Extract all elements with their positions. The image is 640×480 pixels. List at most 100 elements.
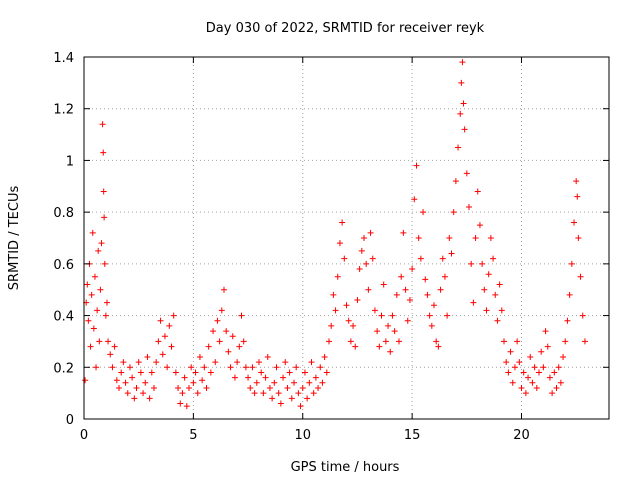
data-point-marker bbox=[142, 379, 149, 386]
x-tick-label: 10 bbox=[294, 428, 311, 443]
plot-frame bbox=[83, 56, 610, 420]
data-point-marker bbox=[240, 338, 247, 345]
data-point-marker bbox=[144, 353, 151, 360]
data-point-marker bbox=[560, 353, 567, 360]
data-point-marker bbox=[245, 374, 252, 381]
data-point-marker bbox=[151, 384, 157, 391]
data-point-marker bbox=[312, 374, 319, 381]
data-point-marker bbox=[172, 369, 179, 376]
data-point-marker bbox=[431, 302, 437, 309]
data-point-marker bbox=[146, 395, 153, 402]
data-point-marker bbox=[201, 364, 208, 371]
y-tick-label: 0.2 bbox=[53, 361, 74, 376]
data-point-marker bbox=[400, 229, 407, 236]
data-point-marker bbox=[102, 312, 109, 319]
data-point-marker bbox=[483, 307, 490, 314]
data-point-marker bbox=[461, 126, 468, 133]
data-point-marker bbox=[441, 273, 448, 280]
data-markers bbox=[82, 59, 588, 410]
data-point-marker bbox=[538, 348, 545, 355]
data-point-marker bbox=[439, 255, 446, 262]
data-point-marker bbox=[374, 328, 381, 335]
x-axis-label: GPS time / hours bbox=[291, 460, 400, 475]
data-point-marker bbox=[183, 403, 190, 410]
data-point-marker bbox=[264, 353, 271, 360]
x-tick-label: 15 bbox=[404, 428, 421, 443]
data-point-marker bbox=[277, 400, 284, 407]
data-point-marker bbox=[168, 343, 175, 350]
data-point-marker bbox=[437, 286, 444, 293]
data-point-marker bbox=[468, 260, 475, 267]
data-point-marker bbox=[564, 317, 571, 324]
data-point-marker bbox=[553, 384, 560, 391]
data-point-marker bbox=[100, 149, 107, 156]
data-point-marker bbox=[153, 359, 160, 366]
data-point-marker bbox=[82, 377, 89, 384]
data-point-marker bbox=[579, 312, 586, 319]
data-point-marker bbox=[269, 395, 276, 402]
data-point-marker bbox=[581, 338, 588, 345]
data-point-marker bbox=[85, 317, 92, 324]
data-point-marker bbox=[205, 343, 212, 350]
data-point-marker bbox=[577, 273, 584, 280]
data-point-marker bbox=[369, 255, 376, 262]
data-point-marker bbox=[251, 390, 258, 397]
data-point-marker bbox=[301, 369, 308, 376]
data-point-marker bbox=[207, 369, 214, 376]
data-point-marker bbox=[299, 384, 306, 391]
data-point-marker bbox=[166, 322, 173, 329]
data-point-marker bbox=[234, 359, 241, 366]
data-point-marker bbox=[358, 247, 365, 254]
data-point-marker bbox=[533, 384, 540, 391]
data-point-marker bbox=[129, 374, 136, 381]
data-point-marker bbox=[96, 338, 103, 345]
data-point-marker bbox=[93, 364, 100, 371]
data-point-marker bbox=[273, 364, 280, 371]
data-point-marker bbox=[406, 297, 413, 304]
data-point-marker bbox=[99, 121, 106, 128]
data-point-marker bbox=[354, 297, 361, 304]
y-tick-label: 0.4 bbox=[53, 310, 74, 325]
data-point-marker bbox=[446, 235, 453, 241]
data-point-marker bbox=[382, 338, 389, 345]
data-point-marker bbox=[148, 369, 155, 376]
data-point-marker bbox=[385, 322, 392, 329]
data-point-marker bbox=[376, 343, 383, 350]
data-point-marker bbox=[101, 260, 108, 267]
data-point-marker bbox=[424, 291, 431, 298]
data-point-marker bbox=[562, 338, 569, 345]
data-point-marker bbox=[452, 178, 459, 185]
y-tick-label: 0.6 bbox=[53, 258, 74, 273]
data-point-marker bbox=[501, 338, 507, 345]
data-point-marker bbox=[389, 312, 396, 319]
data-point-marker bbox=[286, 369, 293, 376]
data-point-marker bbox=[179, 390, 186, 397]
data-point-marker bbox=[542, 328, 549, 335]
data-point-marker bbox=[428, 322, 435, 329]
data-point-marker bbox=[137, 369, 144, 376]
data-point-marker bbox=[122, 379, 129, 386]
data-point-marker bbox=[111, 343, 118, 350]
data-point-marker bbox=[402, 286, 409, 293]
data-point-marker bbox=[490, 255, 497, 262]
data-point-marker bbox=[210, 328, 217, 335]
data-point-marker bbox=[116, 384, 122, 391]
data-point-marker bbox=[89, 229, 96, 236]
data-point-marker bbox=[334, 273, 341, 280]
data-point-marker bbox=[188, 364, 195, 371]
chart-title: Day 030 of 2022, SRMTID for receiver rey… bbox=[206, 21, 485, 36]
data-point-marker bbox=[459, 59, 466, 66]
data-point-marker bbox=[343, 302, 350, 309]
data-point-marker bbox=[133, 384, 140, 391]
data-point-marker bbox=[378, 312, 385, 319]
data-point-marker bbox=[280, 374, 287, 381]
data-point-marker bbox=[126, 364, 133, 371]
data-point-marker bbox=[113, 377, 120, 384]
data-point-marker bbox=[282, 359, 289, 366]
data-point-marker bbox=[238, 312, 245, 319]
data-point-marker bbox=[317, 364, 324, 371]
data-point-marker bbox=[332, 307, 339, 314]
data-point-marker bbox=[94, 307, 101, 314]
data-point-marker bbox=[304, 395, 311, 402]
data-point-marker bbox=[196, 353, 203, 360]
